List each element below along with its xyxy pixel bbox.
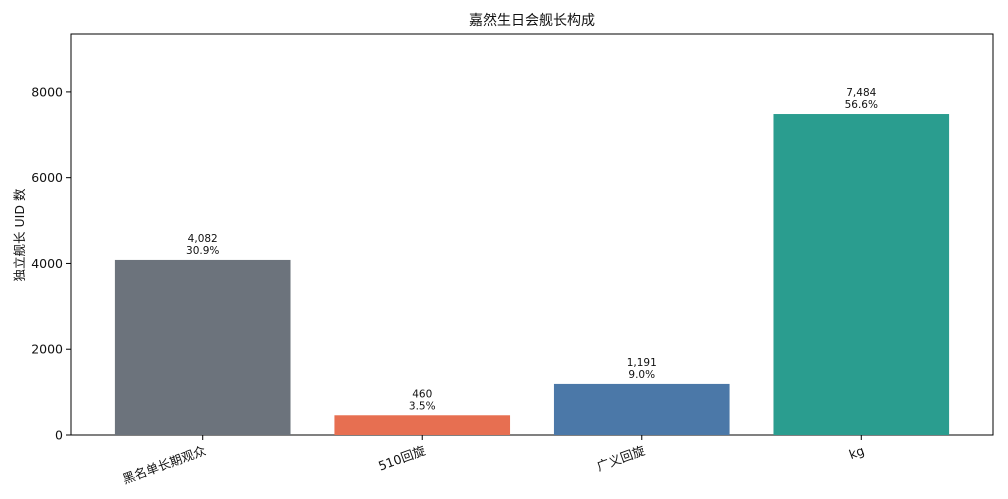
x-tick-label-0: 黑名单长期观众 <box>120 443 207 487</box>
bar-3 <box>773 114 950 436</box>
x-tick-label-3: kg <box>847 443 866 462</box>
x-tick-label-1: 510回旋 <box>376 443 428 474</box>
bar-2 <box>553 383 730 435</box>
value-label-2: 1,191 <box>627 357 657 369</box>
percent-label-3: 56.6% <box>845 99 878 111</box>
y-tick-label-4: 8000 <box>31 84 63 99</box>
bar-1 <box>334 415 511 435</box>
plot-frame <box>70 33 994 436</box>
value-label-3: 7,484 <box>846 87 876 99</box>
y-tick-label-3: 6000 <box>31 170 63 185</box>
y-tick-label-1: 2000 <box>31 342 63 357</box>
bar-0 <box>114 259 291 435</box>
percent-label-1: 3.5% <box>409 400 436 412</box>
y-axis-label: 独立舰长 UID 数 <box>12 188 27 281</box>
x-tick-label-2: 广义回旋 <box>595 443 648 474</box>
y-tick-label-2: 4000 <box>31 256 63 271</box>
y-axis-ticks: 0 2000 4000 6000 8000 <box>31 84 71 443</box>
y-tick-label-0: 0 <box>55 428 63 443</box>
value-label-0: 4,082 <box>188 233 218 245</box>
chart-title: 嘉然生日会舰长构成 <box>469 12 595 29</box>
percent-label-0: 30.9% <box>186 245 219 257</box>
bars-group <box>114 114 950 436</box>
x-axis-ticks: 黑名单长期观众 510回旋 广义回旋 kg <box>120 435 866 487</box>
value-label-1: 460 <box>412 388 432 400</box>
percent-label-2: 9.0% <box>628 369 655 381</box>
